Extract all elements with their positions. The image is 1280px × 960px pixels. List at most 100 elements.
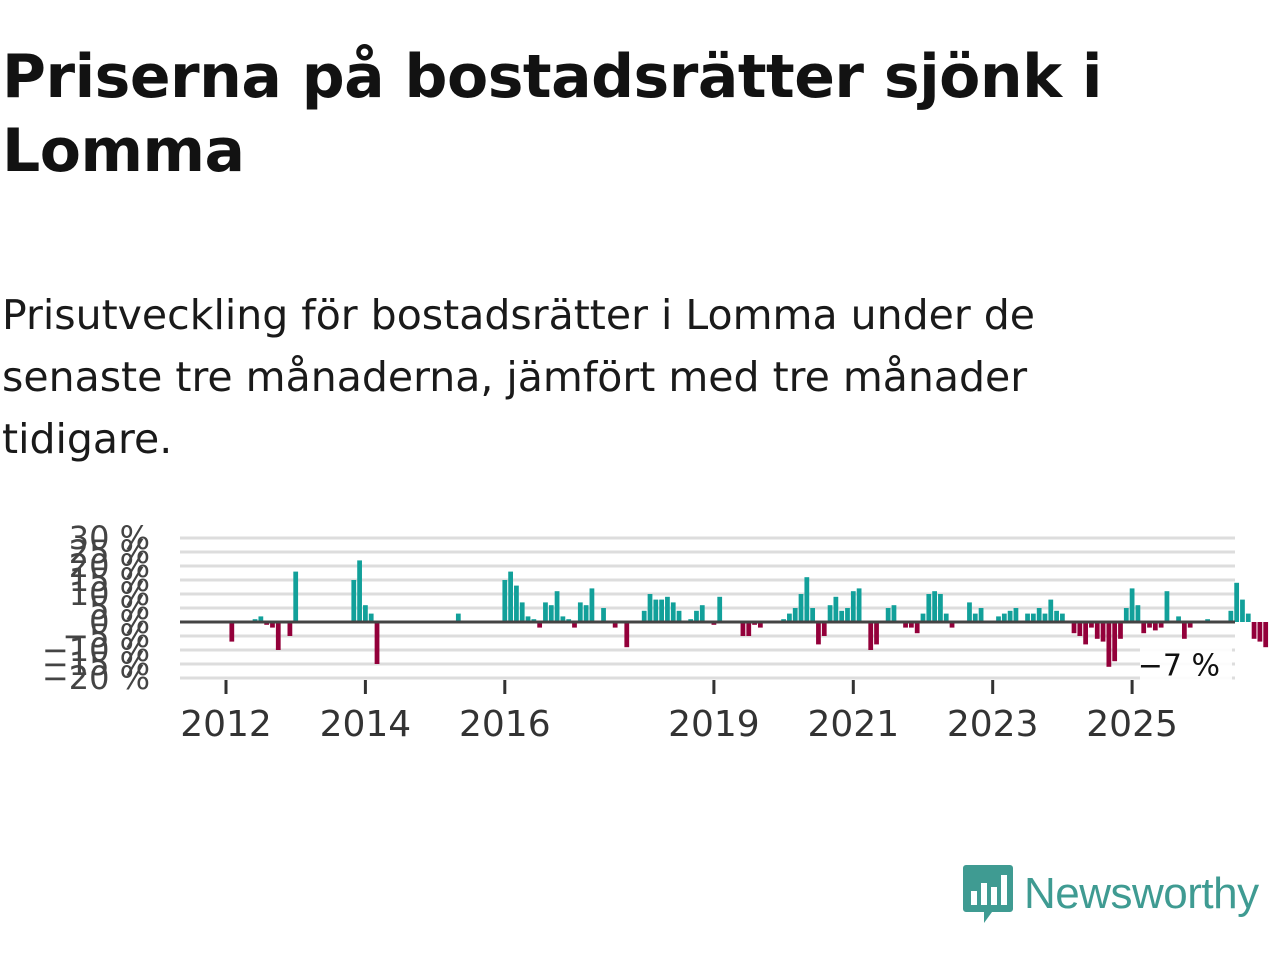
bar bbox=[943, 613, 949, 622]
y-tick-label: −5 % bbox=[62, 617, 150, 655]
bar bbox=[537, 622, 543, 628]
bar bbox=[1187, 622, 1193, 628]
bar bbox=[850, 591, 856, 622]
bar bbox=[972, 613, 978, 622]
newsworthy-logo: Newsworthy bbox=[962, 862, 1259, 926]
bar bbox=[1112, 622, 1118, 662]
bar bbox=[1048, 599, 1054, 622]
end-label-background bbox=[1140, 645, 1232, 686]
bar bbox=[368, 613, 374, 622]
bar bbox=[827, 605, 833, 622]
bar bbox=[1030, 613, 1036, 622]
bar bbox=[676, 610, 682, 622]
bar bbox=[275, 622, 281, 650]
bar bbox=[746, 622, 752, 636]
bar bbox=[514, 585, 519, 622]
bar bbox=[891, 605, 897, 622]
bar bbox=[374, 622, 380, 664]
x-axis-ticks: 2012 2014 2016 2019 2021 2023 2025 bbox=[180, 680, 1178, 745]
bar bbox=[1263, 622, 1269, 648]
bar bbox=[543, 602, 548, 622]
bar bbox=[357, 560, 362, 622]
y-tick-label: −10 % bbox=[42, 631, 150, 669]
bar bbox=[856, 588, 862, 622]
y-tick-label: 25 % bbox=[69, 533, 150, 571]
bar bbox=[665, 596, 670, 622]
bar bbox=[1251, 622, 1257, 639]
bar-chart: 30 %25 %20 %15 %10 %5 %0 %−5 %−10 %−15 %… bbox=[42, 519, 1269, 745]
y-axis-ticks: 30 %25 %20 %15 %10 %5 %0 %−5 %−10 %−15 %… bbox=[42, 519, 150, 697]
bar bbox=[757, 622, 763, 628]
x-tick-label: 2025 bbox=[1086, 704, 1178, 745]
bar bbox=[502, 580, 508, 622]
bar bbox=[1083, 622, 1089, 645]
bar bbox=[787, 613, 792, 622]
bar bbox=[1234, 582, 1240, 622]
bar bbox=[1135, 605, 1141, 622]
bar bbox=[601, 608, 606, 622]
bar bbox=[845, 608, 850, 622]
bar bbox=[699, 605, 705, 622]
bar bbox=[694, 610, 699, 622]
bar bbox=[1025, 613, 1030, 622]
x-tick-label: 2012 bbox=[180, 704, 272, 745]
bar bbox=[839, 610, 845, 622]
x-tick-label: 2023 bbox=[947, 704, 1039, 745]
bar bbox=[1106, 622, 1112, 667]
y-tick-label: −20 % bbox=[42, 659, 150, 697]
bar bbox=[270, 622, 275, 628]
bar bbox=[612, 622, 618, 628]
end-label-group: −7 % bbox=[1138, 645, 1232, 686]
bar bbox=[589, 588, 595, 622]
bar bbox=[868, 622, 874, 650]
bar bbox=[1152, 622, 1158, 631]
bar bbox=[293, 571, 299, 622]
bar bbox=[816, 622, 821, 645]
bar bbox=[583, 605, 589, 622]
bar bbox=[525, 616, 531, 622]
newsworthy-logo-icon bbox=[963, 865, 1013, 923]
y-tick-label: 20 % bbox=[69, 547, 150, 585]
bar bbox=[804, 577, 810, 622]
bar bbox=[287, 622, 293, 636]
bar bbox=[740, 622, 746, 636]
bar bbox=[967, 602, 972, 622]
bar bbox=[717, 596, 723, 622]
y-tick-label: 30 % bbox=[69, 519, 150, 557]
bar bbox=[914, 622, 920, 634]
bar bbox=[1089, 622, 1094, 628]
bar bbox=[1228, 610, 1234, 622]
bar bbox=[670, 602, 676, 622]
bar bbox=[1060, 613, 1065, 622]
bar bbox=[455, 613, 461, 622]
bar bbox=[1141, 622, 1147, 634]
bar bbox=[1240, 599, 1245, 622]
bar bbox=[1176, 616, 1181, 622]
bar bbox=[926, 594, 932, 622]
bar bbox=[577, 602, 583, 622]
bar bbox=[554, 591, 560, 622]
bar bbox=[1181, 622, 1187, 639]
bar bbox=[1245, 613, 1251, 622]
chart-title: Priserna på bostadsrätter sjönk i Lomma bbox=[2, 42, 1102, 186]
bar bbox=[647, 594, 653, 622]
bar bbox=[653, 599, 659, 622]
bar bbox=[1118, 622, 1123, 639]
bar bbox=[932, 591, 937, 622]
bar bbox=[229, 622, 235, 642]
bar bbox=[258, 616, 264, 622]
newsworthy-logo-text: Newsworthy bbox=[1024, 869, 1259, 918]
bar bbox=[1094, 622, 1100, 639]
gridlines bbox=[180, 536, 1235, 680]
bar bbox=[978, 608, 984, 622]
bar bbox=[1071, 622, 1077, 634]
x-tick-label: 2021 bbox=[807, 704, 899, 745]
bar bbox=[548, 605, 554, 622]
bar bbox=[949, 622, 955, 628]
bar bbox=[641, 610, 647, 622]
y-tick-label: 5 % bbox=[89, 589, 150, 627]
bar bbox=[1100, 622, 1106, 642]
bar bbox=[810, 608, 816, 622]
bar bbox=[821, 622, 827, 636]
bar bbox=[938, 594, 943, 622]
